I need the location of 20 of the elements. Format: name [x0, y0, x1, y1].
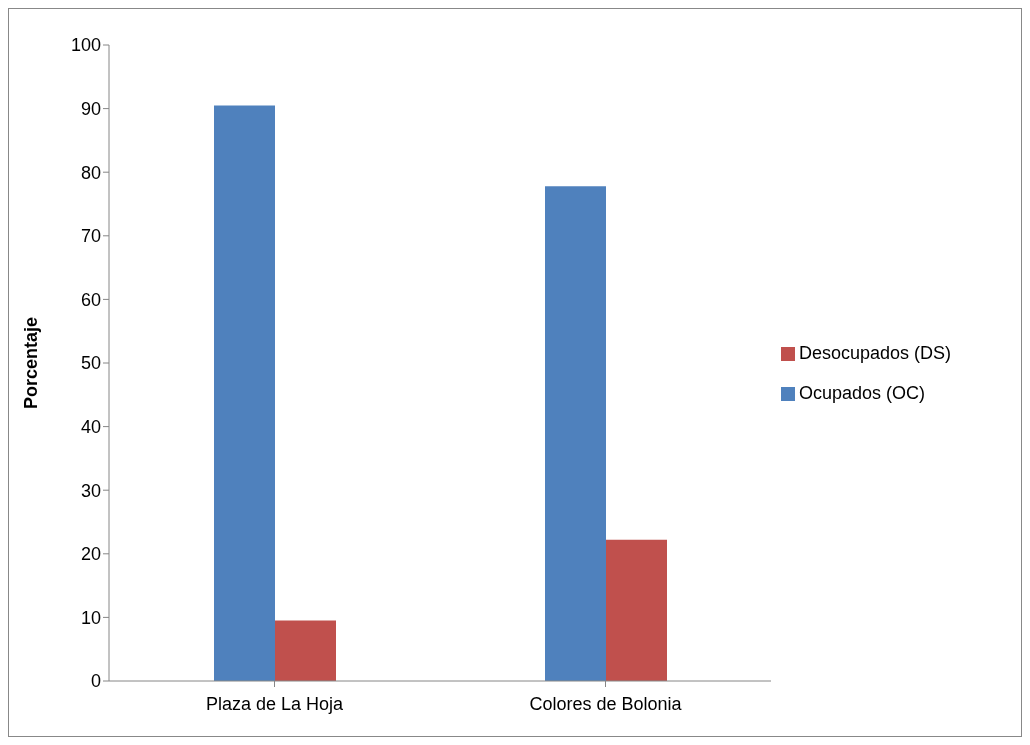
legend-label: Ocupados (OC) [799, 382, 926, 403]
x-tick-label: Colores de Bolonia [529, 693, 683, 714]
legend-label: Desocupados (DS) [799, 342, 952, 363]
x-tick-label: Plaza de La Hoja [205, 693, 345, 714]
y-tick-label: 90 [80, 98, 101, 119]
y-axis-title: Porcentaje [21, 316, 42, 410]
y-tick-label: 30 [80, 480, 101, 501]
y-tick-label: 10 [80, 607, 101, 628]
bar [275, 620, 336, 681]
bar [545, 186, 606, 681]
y-tick-label: 0 [90, 671, 101, 692]
bar [214, 105, 275, 681]
y-tick-label: 40 [80, 416, 101, 437]
y-tick-label: 80 [80, 162, 101, 183]
y-tick-label: 50 [80, 353, 101, 374]
y-tick-label: 70 [80, 226, 101, 247]
y-tick-label: 20 [80, 544, 101, 565]
y-tick-label: 100 [70, 35, 101, 56]
y-tick-label: 60 [80, 289, 101, 310]
bar [606, 539, 667, 681]
